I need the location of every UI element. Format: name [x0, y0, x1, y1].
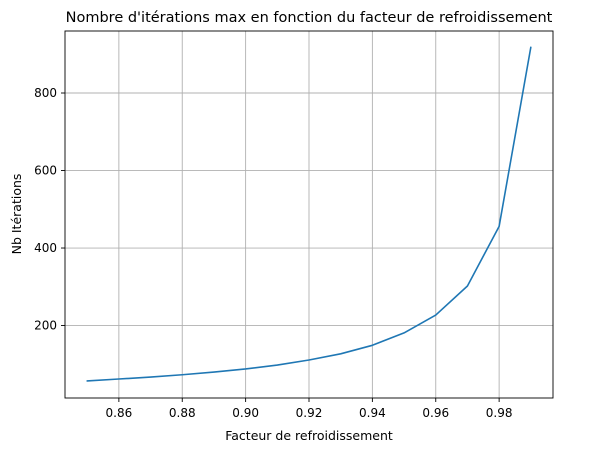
y-axis-label: Nb Itérations [9, 174, 24, 255]
x-tick-label: 0.94 [359, 406, 386, 420]
x-axis: 0.86 0.88 0.90 0.92 0.94 0.96 0.98 [106, 398, 513, 420]
y-tick-label: 800 [34, 86, 57, 100]
y-axis: 200 400 600 800 [34, 86, 65, 333]
x-tick-label: 0.88 [169, 406, 196, 420]
y-tick-label: 200 [34, 319, 57, 333]
x-tick-label: 0.90 [232, 406, 259, 420]
chart-title: Nombre d'itérations max en fonction du f… [66, 10, 553, 26]
x-axis-label: Facteur de refroidissement [225, 428, 393, 443]
y-tick-label: 600 [34, 164, 57, 178]
plot-area [86, 46, 532, 382]
x-tick-label: 0.92 [296, 406, 323, 420]
y-tick-label: 400 [34, 241, 57, 255]
x-tick-label: 0.96 [422, 406, 449, 420]
x-tick-label: 0.98 [486, 406, 513, 420]
series-line [86, 46, 532, 382]
grid [65, 31, 553, 398]
x-tick-label: 0.86 [106, 406, 133, 420]
